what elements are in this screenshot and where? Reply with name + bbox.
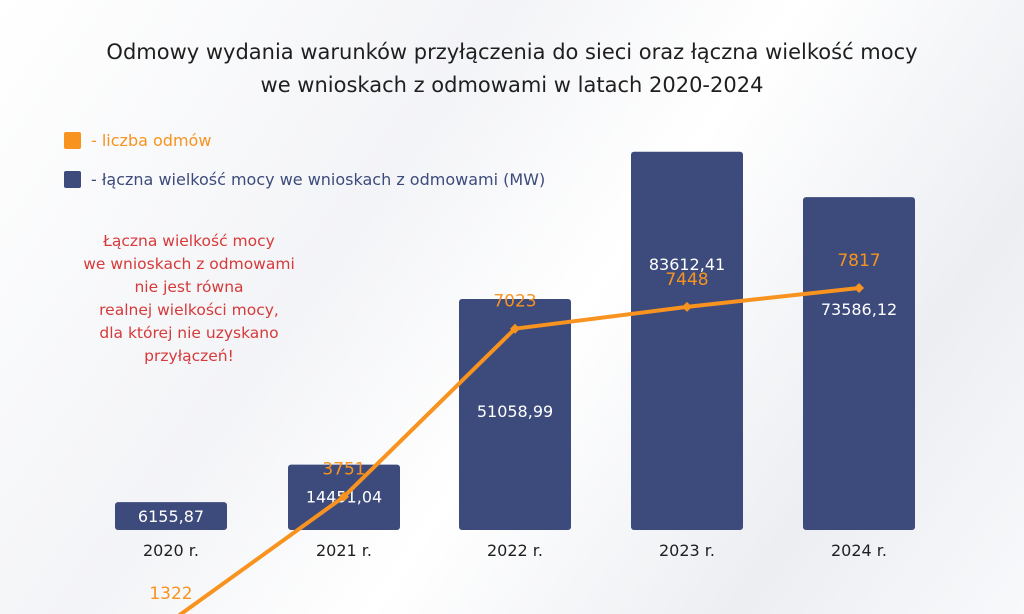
annotation-line-4: realnej wielkości mocy, [99,301,279,319]
x-tick-label-1: 2021 r. [316,541,372,560]
legend-label-line: - liczba odmów [91,130,212,150]
legend-label-bars: - łączna wielkość mocy we wnioskach z od… [91,169,546,189]
x-tick-label-2: 2022 r. [487,541,543,560]
line-point-1 [339,491,349,502]
line-value-label-1: 3751 [322,460,365,480]
line-value-label-0: 1322 [149,584,192,604]
legend-swatch-navy [64,170,81,188]
legend: - liczba odmów - łączna wielkość mocy we… [64,130,545,208]
chart-title: Odmowy wydania warunków przyłączenia do … [0,36,1024,102]
line-point-4 [854,282,864,293]
legend-swatch-orange [64,131,81,149]
annotation-line-5: dla której nie uzyskano [99,324,279,342]
x-tick-label-3: 2023 r. [659,541,715,560]
chart-title-line-2: we wnioskach z odmowami w latach 2020-20… [260,73,764,97]
annotation-line-2: we wnioskach z odmowami [83,255,295,273]
annotation-line-1: Łączna wielkość mocy [103,232,275,250]
line-point-3 [682,301,692,312]
line-value-label-4: 7817 [837,251,880,271]
chart-title-line-1: Odmowy wydania warunków przyłączenia do … [106,40,918,64]
legend-item-line: - liczba odmów [64,130,545,150]
x-tick-label-4: 2024 r. [831,541,887,560]
bar-4 [803,197,915,530]
legend-item-bars: - łączna wielkość mocy we wnioskach z od… [64,169,545,189]
x-tick-label-0: 2020 r. [143,541,199,560]
bar-3 [631,151,743,530]
line-value-label-2: 7023 [493,292,536,312]
annotation-line-3: nie jest równa [134,278,244,296]
bar-value-label-2: 51058,99 [477,402,553,421]
bar-value-label-0: 6155,87 [138,507,204,526]
bar-value-label-4: 73586,12 [821,300,897,319]
annotation-line-6: przyłączeń! [144,347,234,365]
line-point-2 [510,323,520,334]
bar-0 [115,502,227,530]
warning-annotation: Łączna wielkość mocy we wnioskach z odmo… [48,230,330,368]
bar-value-label-3: 83612,41 [649,255,725,274]
line-value-label-3: 7448 [665,270,708,290]
